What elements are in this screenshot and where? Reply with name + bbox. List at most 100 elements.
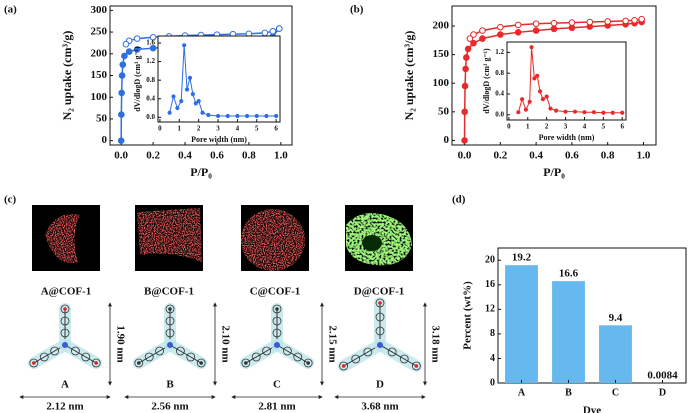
- data-point: [119, 61, 127, 68]
- x-tick-label: 0.2: [493, 150, 507, 162]
- y-tick-label: 100: [91, 91, 108, 103]
- data-point: [149, 44, 157, 52]
- x-tick-label: 0.2: [146, 150, 160, 162]
- data-point: [118, 111, 125, 118]
- molecule-ring: [60, 328, 70, 338]
- x-tick-label: 0.4: [529, 150, 543, 162]
- x-axis-label: Pore width (nm): [191, 135, 247, 144]
- panel-label: (c): [4, 194, 17, 206]
- molecule-ring: [91, 358, 101, 368]
- y-axis-label: N₂ uptake (cm³/g): [402, 31, 416, 121]
- molecule-ring: [175, 346, 185, 356]
- x-tick-label: 0.0: [458, 150, 472, 162]
- y-tick-label: 0: [444, 134, 450, 146]
- x-tick-label: 2: [197, 125, 201, 133]
- x-tick-label: 1.0: [274, 150, 288, 162]
- x-tick-label: 0.0: [114, 150, 128, 162]
- molecule-ring: [375, 298, 385, 308]
- x-tick-label: 0: [158, 125, 162, 133]
- molecule-height: 1.90 nm: [114, 325, 126, 362]
- data-point: [179, 98, 184, 104]
- y-tick-label: 16: [485, 279, 495, 290]
- y-tick-label: 200: [91, 47, 108, 59]
- molecule-core: [167, 342, 173, 348]
- molecule-atom: [199, 361, 203, 365]
- x-tick-label: 1.0: [637, 150, 651, 162]
- molecule-label: C: [273, 379, 281, 391]
- data-point: [461, 137, 468, 144]
- y-tick-label: 0.8: [495, 69, 504, 77]
- data-point: [182, 43, 187, 48]
- micrograph-signal: [137, 208, 202, 262]
- data-point: [497, 31, 504, 38]
- molecule-core: [377, 342, 383, 348]
- x-tick-label: 1: [526, 123, 530, 131]
- data-point: [244, 113, 250, 119]
- data-point: [269, 27, 277, 35]
- data-point: [264, 113, 269, 119]
- molecule-ring: [272, 316, 282, 326]
- data-point: [563, 109, 568, 114]
- data-point: [604, 18, 611, 25]
- data-point: [535, 73, 540, 78]
- data-point: [149, 33, 157, 41]
- panel-label: (a): [4, 4, 17, 16]
- data-point: [171, 94, 176, 99]
- molecule-atom: [63, 307, 67, 311]
- data-point: [118, 89, 125, 97]
- data-point: [466, 35, 474, 42]
- molecule-ring: [60, 304, 70, 314]
- data-point: [523, 107, 528, 112]
- y-tick-label: 0.0: [146, 113, 155, 121]
- molecule-bond: [343, 344, 381, 367]
- micrograph-dark-area: [362, 235, 382, 251]
- molecule-width: 2.81 nm: [258, 401, 295, 413]
- value-label: 19.2: [512, 252, 532, 264]
- data-point: [462, 65, 469, 73]
- molecule-ring: [262, 346, 272, 356]
- data-point: [520, 97, 525, 102]
- molecule-atom: [137, 361, 141, 365]
- y-axis-label: dV/dlogD (cm³ g⁻¹): [133, 46, 142, 112]
- molecule-height: 2.10 nm: [219, 325, 231, 362]
- y-tick-label: 1.2: [495, 48, 504, 56]
- data-point: [118, 72, 126, 79]
- molecule-atom: [275, 307, 279, 311]
- y-tick-label: 250: [91, 26, 108, 38]
- x-tick-label: 0.4: [178, 150, 192, 162]
- y-tick-label: 1.6: [146, 39, 155, 47]
- data-point: [184, 87, 190, 92]
- molecule-ring: [303, 358, 313, 368]
- sample-label: B@COF-1: [144, 286, 194, 298]
- bar: [599, 325, 632, 383]
- molecule-label: D: [376, 379, 384, 391]
- data-point: [540, 97, 545, 102]
- x-tick-label: B: [565, 387, 572, 398]
- data-point: [479, 35, 486, 42]
- sample-label: A@COF-1: [41, 286, 92, 298]
- value-label: 9.4: [609, 312, 623, 324]
- data-point: [261, 29, 269, 37]
- molecule-atom: [341, 364, 346, 368]
- data-point: [225, 113, 230, 119]
- molecule-bond: [276, 344, 309, 364]
- x-tick-label: 5: [255, 125, 259, 133]
- data-point: [254, 113, 259, 119]
- data-point: [190, 92, 195, 97]
- data-point: [631, 17, 638, 24]
- data-point: [532, 76, 537, 81]
- molecule-bond: [64, 344, 97, 364]
- x-tick-label: D: [659, 387, 666, 398]
- y-tick-label: 12: [485, 304, 495, 315]
- axes-frame: [451, 5, 657, 146]
- x-tick-label: 3: [216, 125, 220, 133]
- y-tick-label: 1.2: [146, 57, 155, 65]
- molecule-ring: [272, 328, 282, 338]
- data-point: [532, 20, 540, 28]
- molecule-width: 3.68 nm: [361, 401, 398, 413]
- y-tick-label: 150: [91, 69, 108, 81]
- molecule-atom: [168, 307, 172, 311]
- y-axis-label: Percent (wt%): [462, 281, 474, 350]
- y-tick-label: 20: [485, 255, 495, 266]
- molecule-ring: [339, 361, 349, 371]
